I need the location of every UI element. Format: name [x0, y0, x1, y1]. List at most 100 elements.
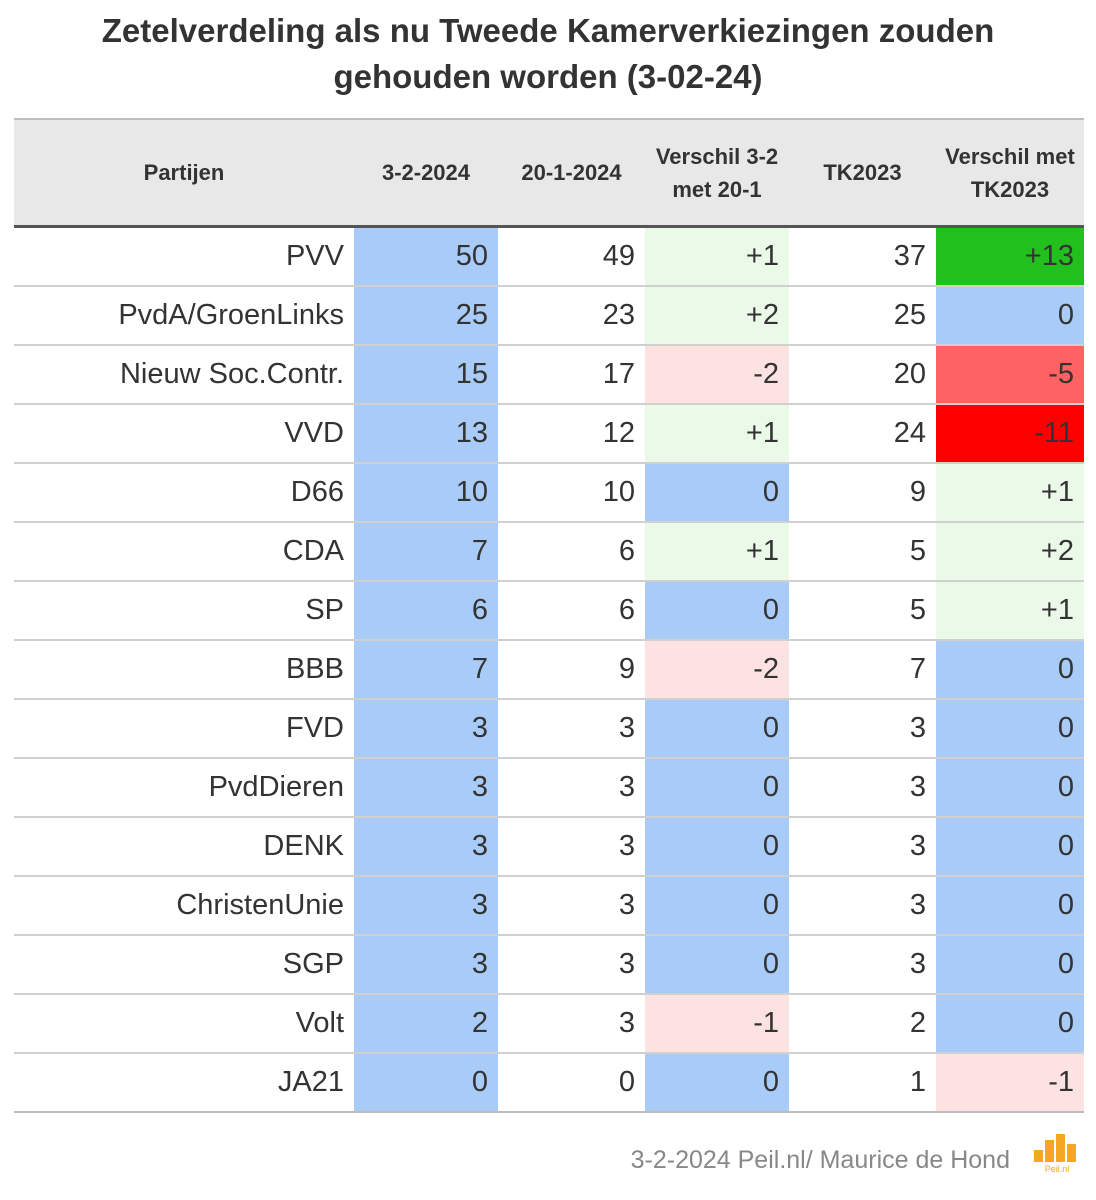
- diff-tk2023: 0: [936, 286, 1084, 346]
- diff-tk2023: -5: [936, 345, 1084, 405]
- party-name: PVV: [14, 226, 354, 287]
- seats-tk2023: 5: [789, 522, 936, 582]
- table-body: PVV 50 49 +1 37 +13 PvdA/GroenLinks 25 23 +2 25 0 Ni…: [14, 226, 1084, 1113]
- diff-tk2023: 0: [936, 758, 1084, 818]
- seats-previous: 10: [498, 463, 645, 523]
- party-name: JA21: [14, 1053, 354, 1113]
- seats-previous: 3: [498, 876, 645, 936]
- seats-tk2023: 5: [789, 581, 936, 641]
- logo-bar-1: [1034, 1150, 1043, 1162]
- logo-bar-4: [1067, 1144, 1076, 1162]
- diff-previous: -1: [645, 994, 789, 1054]
- table-row: ChristenUnie 3 3 0 3 0: [14, 876, 1084, 936]
- header-diff-tk2023: Verschil met TK2023: [936, 118, 1084, 228]
- party-name: BBB: [14, 640, 354, 700]
- header-diff-previous: Verschil 3-2 met 20-1: [645, 118, 789, 228]
- seats-current: 2: [354, 994, 498, 1054]
- seats-previous: 9: [498, 640, 645, 700]
- seats-current: 3: [354, 758, 498, 818]
- seats-current: 7: [354, 522, 498, 582]
- logo-bar-2: [1045, 1140, 1054, 1162]
- party-name: PvdDieren: [14, 758, 354, 818]
- seats-previous: 3: [498, 699, 645, 759]
- diff-previous: +1: [645, 522, 789, 582]
- seats-tk2023: 3: [789, 876, 936, 936]
- diff-previous: 0: [645, 1053, 789, 1113]
- diff-tk2023: +2: [936, 522, 1084, 582]
- table-row: PVV 50 49 +1 37 +13: [14, 226, 1084, 287]
- seats-tk2023: 3: [789, 699, 936, 759]
- seats-previous: 12: [498, 404, 645, 464]
- seats-tk2023: 2: [789, 994, 936, 1054]
- header-tk2023: TK2023: [789, 118, 936, 228]
- seats-current: 13: [354, 404, 498, 464]
- table-row: SP 6 6 0 5 +1: [14, 581, 1084, 641]
- diff-previous: +2: [645, 286, 789, 346]
- table-row: JA21 0 0 0 1 -1: [14, 1053, 1084, 1113]
- seats-current: 50: [354, 226, 498, 287]
- header-date-previous: 20-1-2024: [498, 118, 645, 228]
- diff-previous: +1: [645, 226, 789, 287]
- header-date-current: 3-2-2024: [354, 118, 498, 228]
- chart-title: Zetelverdeling als nu Tweede Kamerverkie…: [0, 8, 1096, 100]
- diff-previous: 0: [645, 876, 789, 936]
- seats-previous: 6: [498, 522, 645, 582]
- party-name: Nieuw Soc.Contr.: [14, 345, 354, 405]
- diff-previous: 0: [645, 699, 789, 759]
- diff-tk2023: 0: [936, 817, 1084, 877]
- diff-tk2023: 0: [936, 699, 1084, 759]
- peil-logo: Peil.nl: [1034, 1134, 1076, 1174]
- seat-table: Partijen 3-2-2024 20-1-2024 Verschil 3-2 me…: [14, 118, 1084, 1113]
- table-row: Volt 2 3 -1 2 0: [14, 994, 1084, 1054]
- party-name: ChristenUnie: [14, 876, 354, 936]
- table-row: PvdA/GroenLinks 25 23 +2 25 0: [14, 286, 1084, 346]
- party-name: VVD: [14, 404, 354, 464]
- seats-current: 6: [354, 581, 498, 641]
- table-row: PvdDieren 3 3 0 3 0: [14, 758, 1084, 818]
- seats-current: 3: [354, 817, 498, 877]
- title-line-2: gehouden worden (3-02-24): [333, 58, 763, 95]
- table-header: Partijen 3-2-2024 20-1-2024 Verschil 3-2 me…: [14, 118, 1084, 228]
- seats-tk2023: 1: [789, 1053, 936, 1113]
- seats-tk2023: 25: [789, 286, 936, 346]
- seats-previous: 17: [498, 345, 645, 405]
- diff-tk2023: +13: [936, 226, 1084, 287]
- seats-previous: 3: [498, 994, 645, 1054]
- diff-tk2023: +1: [936, 463, 1084, 523]
- seats-previous: 6: [498, 581, 645, 641]
- diff-tk2023: +1: [936, 581, 1084, 641]
- seats-previous: 3: [498, 758, 645, 818]
- seats-previous: 3: [498, 817, 645, 877]
- party-name: FVD: [14, 699, 354, 759]
- diff-tk2023: 0: [936, 994, 1084, 1054]
- seats-previous: 3: [498, 935, 645, 995]
- diff-previous: 0: [645, 758, 789, 818]
- table-row: D66 10 10 0 9 +1: [14, 463, 1084, 523]
- seats-current: 7: [354, 640, 498, 700]
- diff-previous: -2: [645, 345, 789, 405]
- seats-tk2023: 7: [789, 640, 936, 700]
- party-name: PvdA/GroenLinks: [14, 286, 354, 346]
- seats-tk2023: 3: [789, 817, 936, 877]
- source-credit: 3-2-2024 Peil.nl/ Maurice de Hond: [630, 1146, 1010, 1174]
- logo-text: Peil.nl: [1045, 1164, 1070, 1174]
- party-name: Volt: [14, 994, 354, 1054]
- logo-bar-3: [1056, 1134, 1065, 1162]
- table-row: BBB 7 9 -2 7 0: [14, 640, 1084, 700]
- table-row: Nieuw Soc.Contr. 15 17 -2 20 -5: [14, 345, 1084, 405]
- seats-current: 10: [354, 463, 498, 523]
- header-row: Partijen 3-2-2024 20-1-2024 Verschil 3-2 me…: [14, 118, 1084, 228]
- party-name: SGP: [14, 935, 354, 995]
- party-name: DENK: [14, 817, 354, 877]
- seats-previous: 23: [498, 286, 645, 346]
- diff-previous: 0: [645, 581, 789, 641]
- seats-previous: 49: [498, 226, 645, 287]
- diff-previous: 0: [645, 817, 789, 877]
- table-row: CDA 7 6 +1 5 +2: [14, 522, 1084, 582]
- diff-previous: 0: [645, 463, 789, 523]
- diff-previous: -2: [645, 640, 789, 700]
- party-name: SP: [14, 581, 354, 641]
- seats-previous: 0: [498, 1053, 645, 1113]
- diff-tk2023: 0: [936, 640, 1084, 700]
- seats-current: 3: [354, 876, 498, 936]
